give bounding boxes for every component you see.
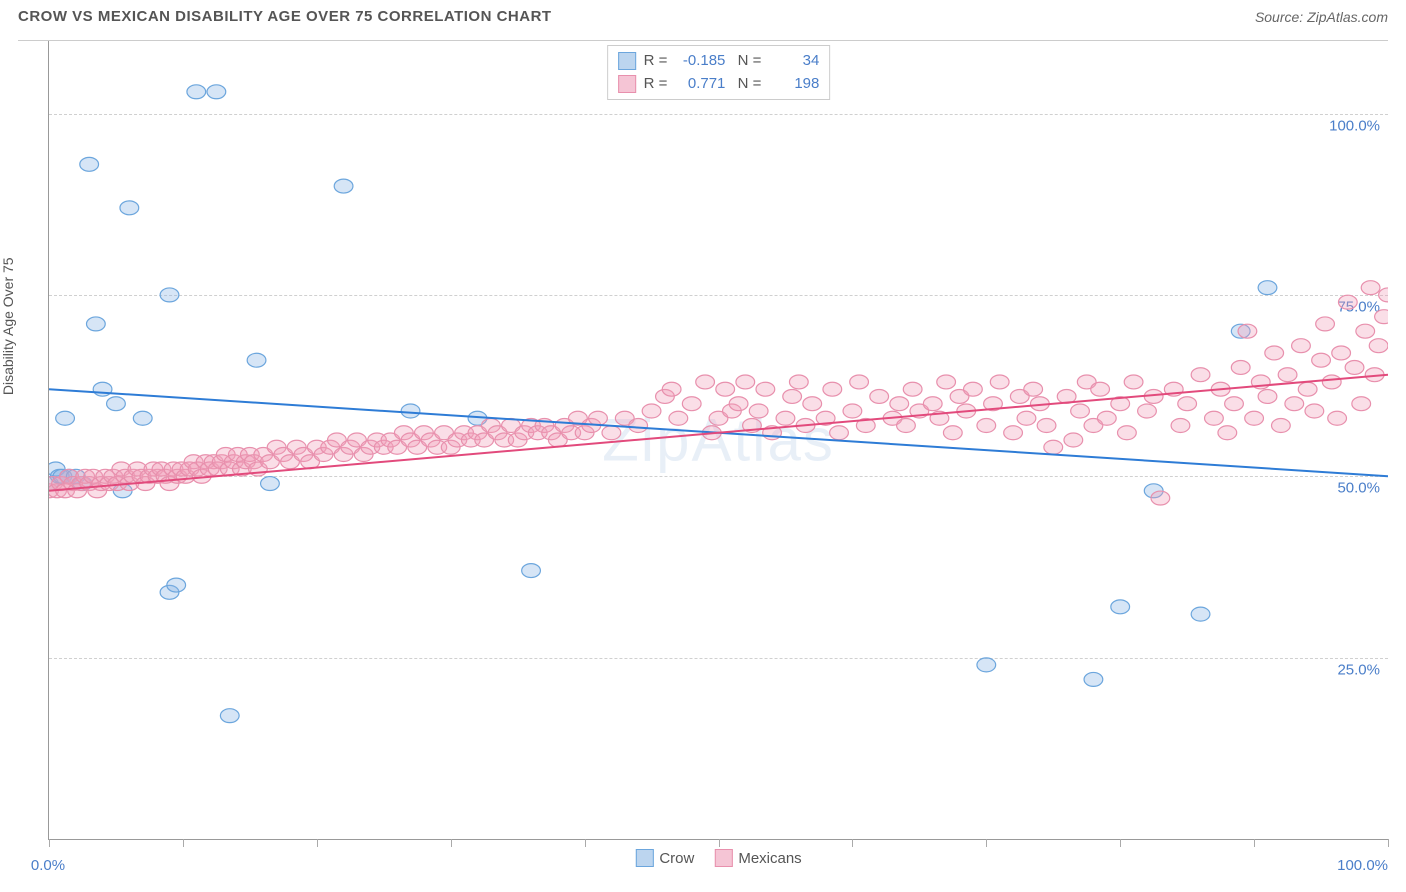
legend-n-label: N = (733, 50, 761, 73)
legend-bottom: Crow Mexicans (635, 849, 801, 867)
x-tick (719, 839, 720, 847)
scatter-plot (49, 41, 1388, 839)
legend-row-mexicans: R = 0.771 N = 198 (618, 73, 820, 96)
x-tick (585, 839, 586, 847)
mexicans-label: Mexicans (738, 850, 801, 867)
x-axis-label-right: 100.0% (1337, 857, 1388, 874)
mexicans-r-value: 0.771 (675, 73, 725, 96)
legend-item-crow: Crow (635, 849, 694, 867)
crow-swatch-icon (618, 52, 636, 70)
x-axis-label-left: 0.0% (31, 857, 65, 874)
mexicans-swatch-icon (618, 75, 636, 93)
y-axis-label: Disability Age Over 75 (0, 257, 16, 395)
crow-swatch-icon (635, 849, 653, 867)
legend-n-label: N = (733, 73, 761, 96)
crow-n-value: 34 (769, 50, 819, 73)
crow-label: Crow (659, 850, 694, 867)
x-tick (1254, 839, 1255, 847)
x-tick (317, 839, 318, 847)
source-label: Source: ZipAtlas.com (1255, 9, 1388, 25)
legend-r-label: R = (644, 50, 668, 73)
x-tick (852, 839, 853, 847)
crow-r-value: -0.185 (675, 50, 725, 73)
legend-item-mexicans: Mexicans (714, 849, 801, 867)
plot-area: ZipAtlas R = -0.185 N = 34 R = 0.771 N =… (48, 41, 1388, 840)
legend-r-label: R = (644, 73, 668, 96)
x-tick (1120, 839, 1121, 847)
x-tick (1388, 839, 1389, 847)
legend-correlation: R = -0.185 N = 34 R = 0.771 N = 198 (607, 45, 831, 100)
mexicans-n-value: 198 (769, 73, 819, 96)
x-tick (49, 839, 50, 847)
x-tick (183, 839, 184, 847)
mexicans-swatch-icon (714, 849, 732, 867)
x-tick (986, 839, 987, 847)
legend-row-crow: R = -0.185 N = 34 (618, 50, 820, 73)
chart-container: Disability Age Over 75 ZipAtlas R = -0.1… (18, 40, 1388, 870)
x-tick (451, 839, 452, 847)
chart-title: CROW VS MEXICAN DISABILITY AGE OVER 75 C… (18, 8, 552, 25)
